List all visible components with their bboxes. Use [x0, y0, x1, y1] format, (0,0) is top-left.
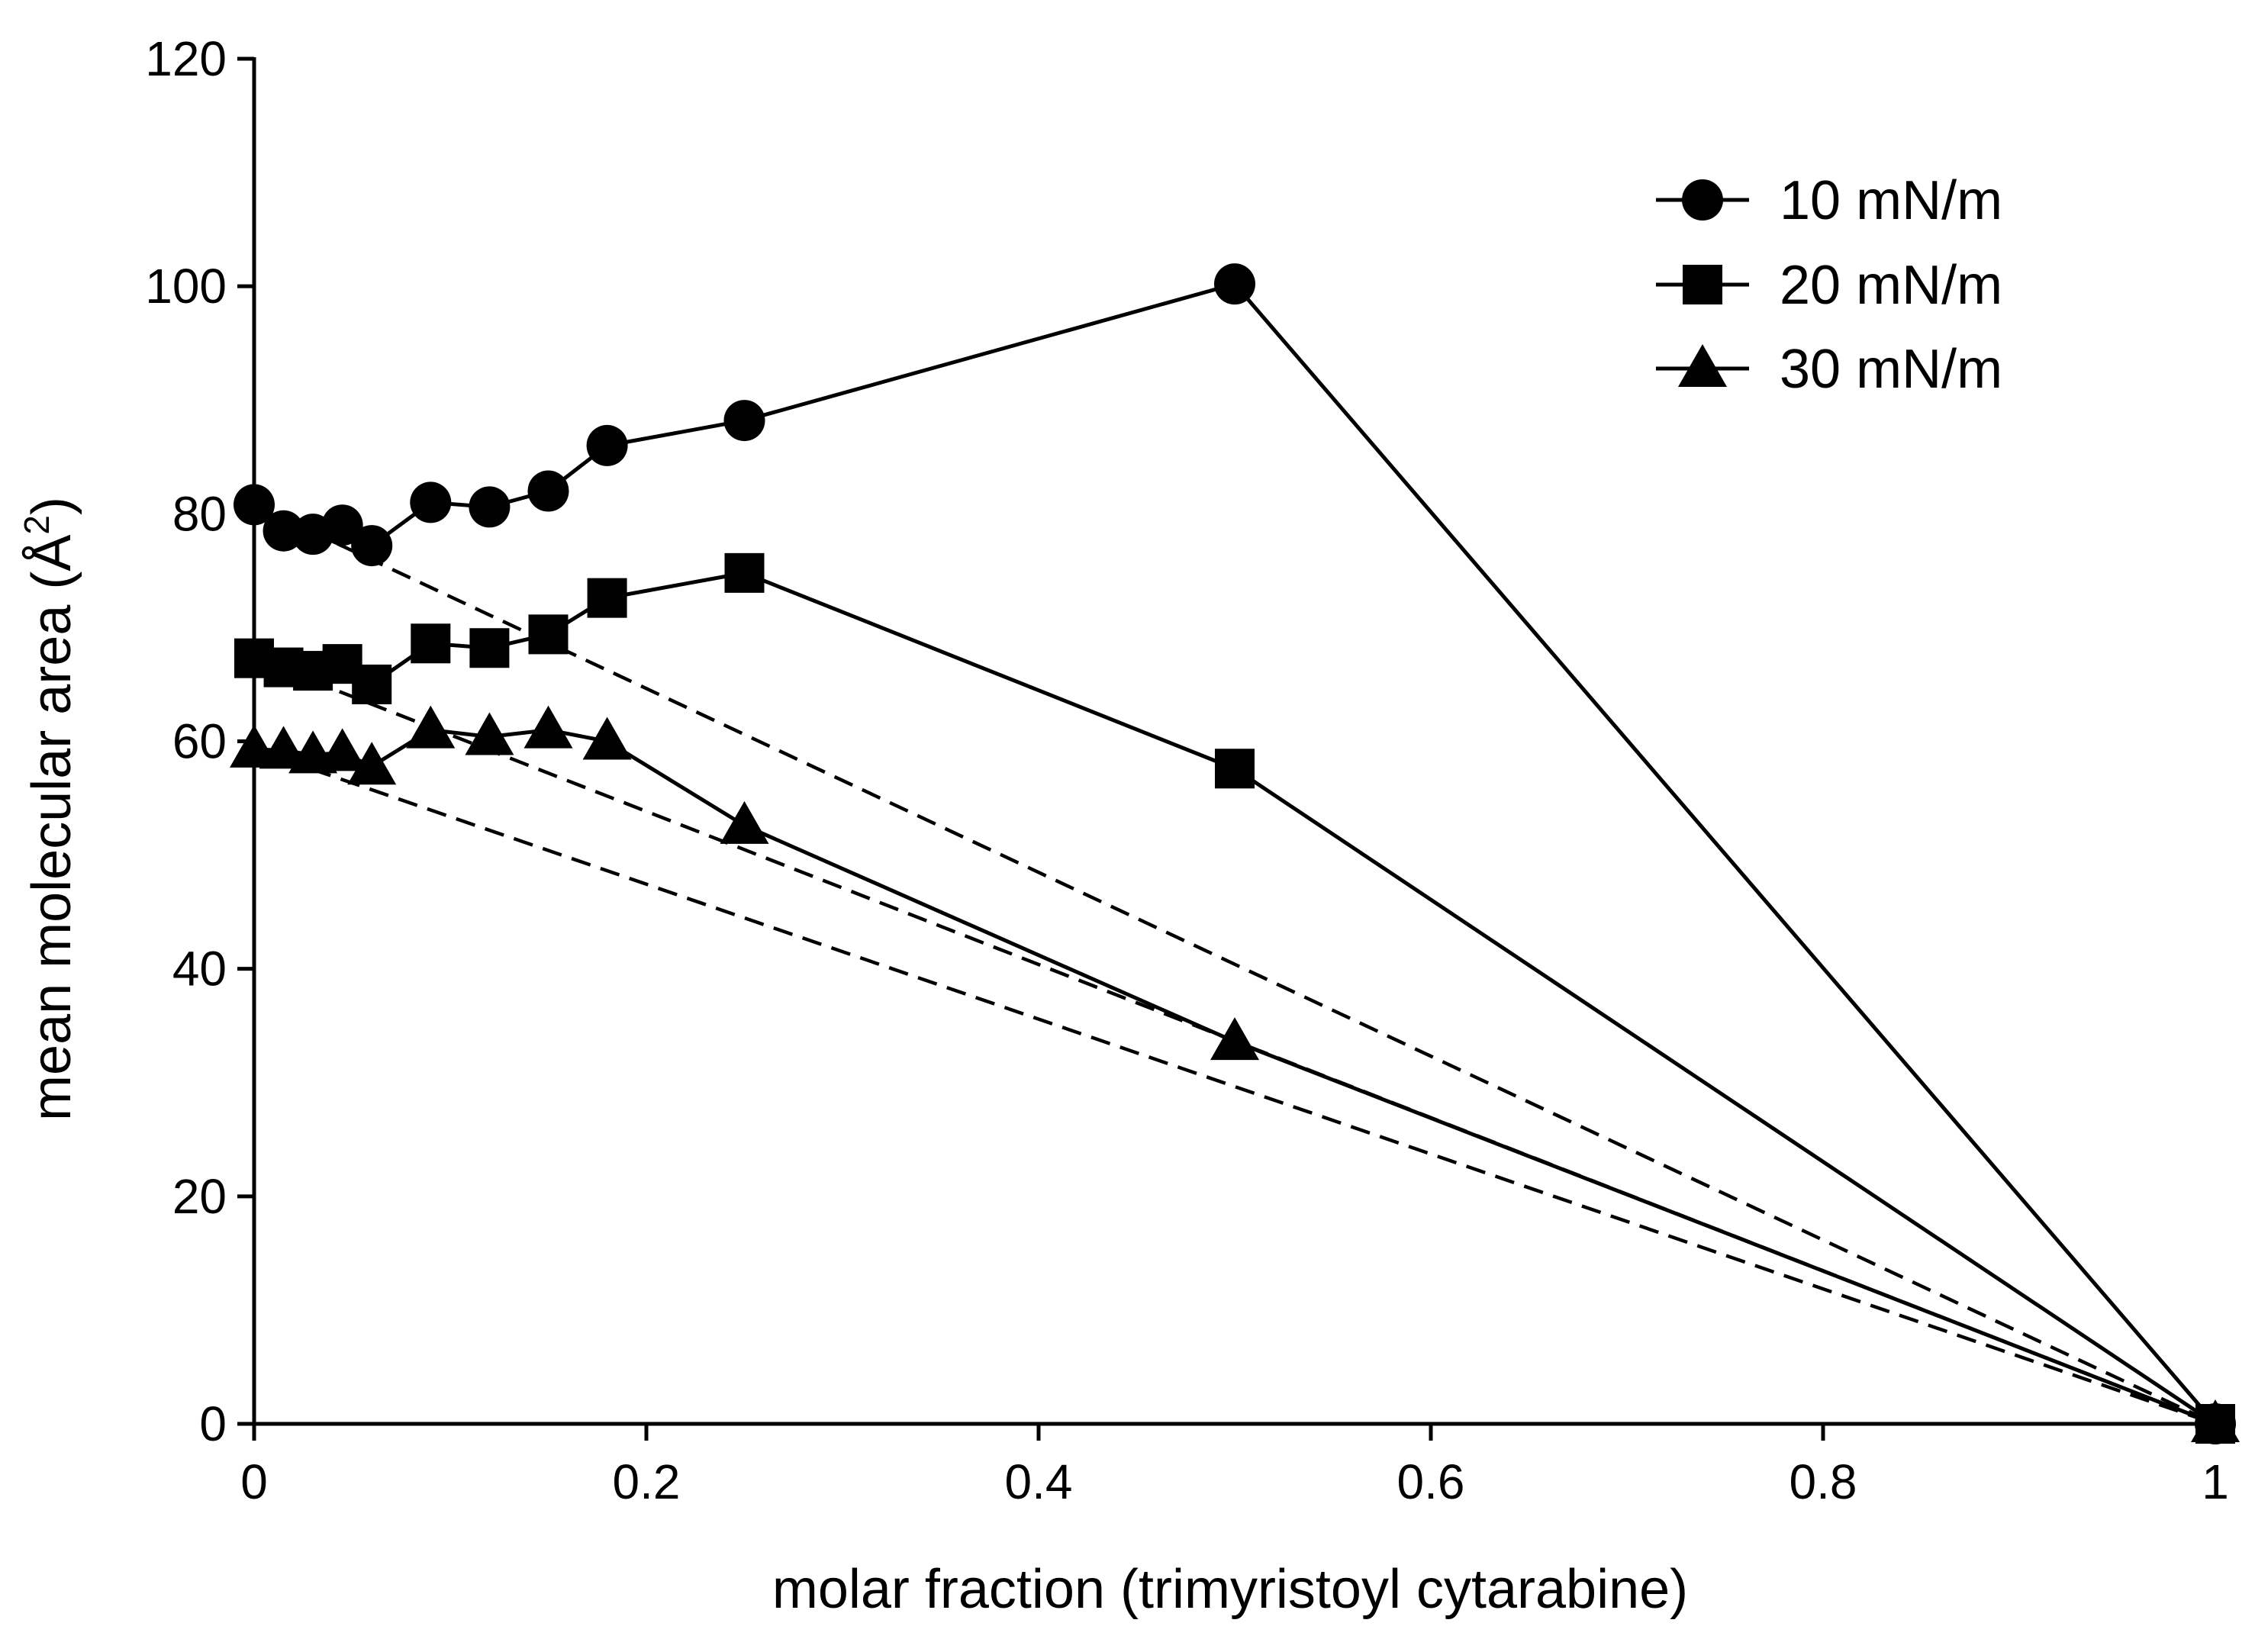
data-point	[1215, 749, 1255, 789]
data-point	[469, 628, 510, 668]
x-tick-label: 0.2	[613, 1454, 681, 1509]
data-point	[528, 614, 569, 655]
data-point	[259, 726, 308, 769]
y-tick-label: 0	[199, 1396, 227, 1451]
y-tick-label: 40	[172, 942, 227, 997]
data-point	[351, 525, 393, 567]
data-point	[352, 664, 392, 704]
series-line	[253, 571, 2217, 1426]
data-point	[720, 800, 769, 844]
legend-item: 10 mN/m	[1656, 170, 2002, 231]
series-square	[234, 552, 2235, 1444]
data-point	[527, 470, 569, 512]
data-point	[1210, 1017, 1259, 1061]
axes: 0 20 40 60 80 100 120 0 0.2 0.4 0.6 0.8 1	[145, 31, 2229, 1509]
y-tick-label: 80	[172, 486, 227, 541]
data-point	[724, 552, 765, 593]
data-point	[587, 578, 627, 618]
ideal-line-3	[253, 747, 2216, 1426]
legend: 10 mN/m 20 mN/m 30 mN/m	[1656, 170, 2002, 400]
series-circle	[234, 263, 2236, 1444]
y-tick-label: 20	[172, 1169, 227, 1224]
data-point	[723, 400, 765, 442]
data-point	[1214, 263, 1255, 305]
data-point	[465, 712, 514, 755]
data-series	[230, 263, 2240, 1444]
legend-label: 20 mN/m	[1780, 255, 2002, 316]
legend-item: 20 mN/m	[1656, 255, 2002, 316]
x-tick-label: 1	[2202, 1454, 2229, 1509]
y-axis-title-main: mean molecular area (Å	[21, 535, 82, 1121]
data-point	[523, 705, 573, 749]
data-point	[406, 705, 456, 749]
y-tick-label: 60	[172, 714, 227, 769]
x-axis-title: molar fraction (trimyristoyl cytarabine)	[772, 1559, 1688, 1620]
legend-label: 30 mN/m	[1780, 339, 2002, 400]
x-tick-label: 0.6	[1397, 1454, 1465, 1509]
data-point	[582, 717, 632, 760]
x-tick-label: 0.8	[1790, 1454, 1857, 1509]
series-line	[253, 282, 2217, 1425]
legend-label: 10 mN/m	[1780, 170, 2002, 231]
y-axis-title-close: )	[21, 497, 82, 515]
data-point	[586, 424, 628, 466]
series-line	[253, 728, 2216, 1426]
data-point	[321, 504, 363, 546]
data-point	[317, 728, 367, 771]
legend-marker	[1683, 265, 1722, 304]
data-point	[469, 486, 511, 528]
legend-item: 30 mN/m	[1656, 339, 2002, 400]
legend-marker	[1682, 179, 1723, 221]
x-tick-label: 0.4	[1005, 1454, 1073, 1509]
y-tick-label: 120	[145, 31, 227, 86]
data-point	[347, 742, 397, 785]
data-point	[410, 481, 452, 523]
data-point	[2191, 1399, 2240, 1442]
x-tick-label: 0	[240, 1454, 268, 1509]
legend-marker	[1678, 344, 1727, 387]
ideal-line-1	[253, 503, 2216, 1426]
y-axis-title: mean molecular area (Å2)	[17, 497, 82, 1121]
series-triangle	[230, 705, 2240, 1442]
y-axis-title-superscript: 2	[17, 515, 56, 535]
y-tick-label: 100	[145, 259, 227, 314]
data-point	[411, 623, 451, 664]
